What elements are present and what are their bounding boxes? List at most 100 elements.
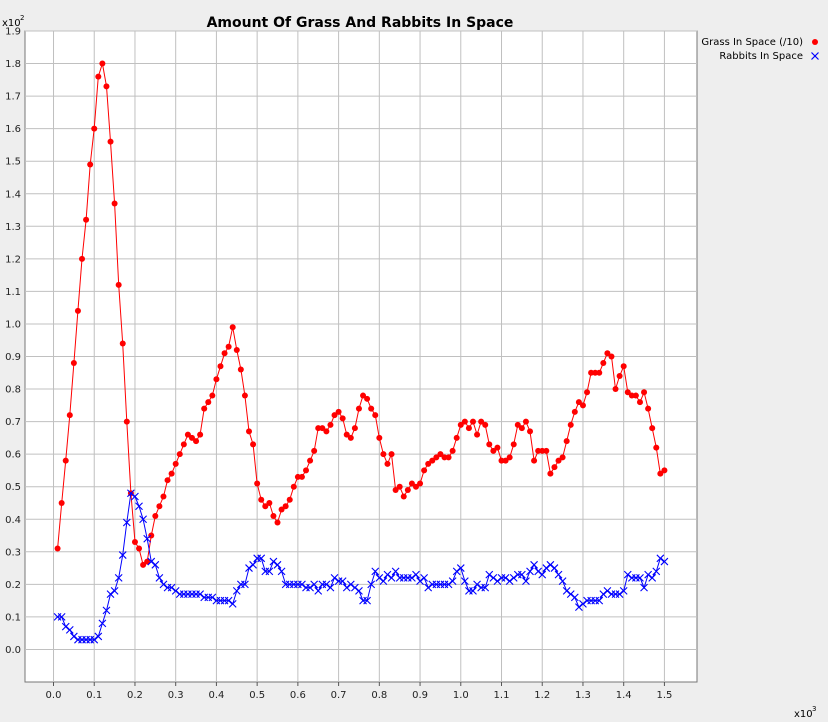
- data-point-rabbits: [249, 560, 257, 569]
- data-point-grass: [616, 373, 623, 380]
- data-point-rabbits: [355, 586, 363, 595]
- data-point-grass: [421, 467, 428, 474]
- data-point-rabbits: [265, 567, 274, 576]
- data-point-grass: [368, 405, 375, 412]
- data-point-grass: [74, 307, 81, 314]
- data-point-rabbits: [444, 580, 453, 589]
- data-point-grass: [412, 483, 419, 490]
- data-point-grass: [176, 451, 183, 458]
- data-point-grass: [351, 425, 358, 432]
- x-tick-label: 0.4: [208, 690, 224, 701]
- data-point-grass: [547, 470, 554, 477]
- data-point-grass: [311, 447, 318, 454]
- data-point-grass: [197, 431, 204, 438]
- data-point-rabbits: [326, 583, 335, 592]
- y-tick-label: 1.2: [5, 254, 21, 265]
- x-tick-label: 0.9: [412, 690, 428, 701]
- data-point-grass: [303, 467, 310, 474]
- data-point-grass: [266, 499, 273, 506]
- chart-title: Amount Of Grass And Rabbits In Space: [207, 15, 514, 31]
- data-point-grass: [360, 392, 367, 399]
- data-point-rabbits: [460, 577, 469, 585]
- data-point-grass: [347, 434, 354, 441]
- y-tick-label: 0.0: [5, 645, 21, 656]
- x-tick-label: 1.3: [575, 690, 591, 701]
- data-point-rabbits: [371, 567, 380, 576]
- data-point-grass: [437, 451, 444, 458]
- axes: 0.0 0.1 0.2 0.3 0.4 0.5 0.6 0.7 0.8 0.9 1.0 1.1 1.2 1…: [5, 27, 672, 702]
- data-point-grass: [111, 200, 118, 207]
- data-point-grass: [612, 386, 619, 393]
- data-point-grass: [567, 421, 574, 428]
- data-point-grass: [514, 421, 521, 428]
- data-point-rabbits: [481, 583, 490, 592]
- data-point-grass: [579, 402, 586, 409]
- data-point-grass: [429, 457, 436, 464]
- data-point-rabbits: [98, 619, 107, 628]
- data-point-rabbits: [387, 573, 396, 582]
- data-point-grass: [225, 343, 232, 350]
- data-point-grass: [91, 125, 98, 132]
- data-point-grass: [543, 447, 550, 454]
- data-point-rabbits: [139, 515, 147, 524]
- data-point-rabbits: [367, 580, 376, 589]
- data-point-grass: [58, 499, 65, 506]
- data-point-rabbits: [277, 567, 286, 576]
- data-point-rabbits: [599, 590, 608, 599]
- data-point-grass: [180, 441, 187, 448]
- data-point-rabbits: [416, 577, 424, 585]
- data-point-rabbits: [530, 560, 538, 569]
- data-point-rabbits: [122, 518, 131, 527]
- data-point-rabbits: [473, 580, 481, 589]
- data-point-grass: [571, 408, 578, 415]
- data-point-rabbits: [517, 570, 526, 579]
- y-tick-label: 1.1: [5, 287, 21, 298]
- data-point-grass: [209, 392, 216, 399]
- data-point-grass: [510, 441, 517, 448]
- data-point-rabbits: [538, 570, 547, 579]
- legend: Grass In Space (/10) Rabbits In Space: [701, 37, 819, 62]
- x-tick-label: 0.3: [168, 690, 184, 701]
- data-point-grass: [188, 434, 195, 441]
- data-point-grass: [563, 438, 570, 445]
- data-point-grass: [474, 431, 481, 438]
- data-point-rabbits: [575, 603, 583, 612]
- legend-label-rabbits: Rabbits In Space: [719, 51, 803, 62]
- data-point-grass: [433, 454, 440, 461]
- y-tick-label: 0.1: [5, 612, 21, 623]
- data-point-grass: [657, 470, 664, 477]
- data-point-rabbits: [298, 580, 306, 589]
- data-point-grass: [270, 512, 277, 519]
- data-point-grass: [160, 493, 167, 500]
- data-point-grass: [331, 412, 338, 419]
- grid: [25, 30, 697, 682]
- data-point-grass: [99, 60, 106, 67]
- data-point-rabbits: [546, 560, 555, 569]
- data-point-grass: [278, 506, 285, 513]
- data-point-rabbits: [595, 596, 604, 605]
- data-point-rabbits: [558, 577, 567, 585]
- data-point-grass: [193, 438, 200, 445]
- data-point-rabbits: [346, 580, 355, 589]
- data-point-rabbits: [375, 573, 384, 582]
- data-point-grass: [417, 480, 424, 487]
- data-point-grass: [119, 340, 126, 347]
- data-point-grass: [482, 421, 489, 428]
- x-tick-label: 0.2: [127, 690, 143, 701]
- data-point-grass: [661, 467, 668, 474]
- data-point-rabbits: [383, 570, 392, 579]
- data-point-rabbits: [554, 570, 563, 579]
- data-point-grass: [518, 425, 525, 432]
- data-point-rabbits: [485, 570, 494, 579]
- data-point-grass: [408, 480, 415, 487]
- x-tick-label: 1.5: [656, 690, 672, 701]
- data-point-rabbits: [550, 564, 559, 572]
- data-point-rabbits: [562, 586, 571, 595]
- x-tick-label: 0.7: [331, 690, 347, 701]
- data-point-rabbits: [391, 567, 400, 576]
- data-point-grass: [123, 418, 130, 425]
- data-point-rabbits: [615, 590, 624, 599]
- data-point-grass: [445, 454, 452, 461]
- data-point-rabbits: [522, 577, 530, 585]
- data-point-grass: [404, 486, 411, 493]
